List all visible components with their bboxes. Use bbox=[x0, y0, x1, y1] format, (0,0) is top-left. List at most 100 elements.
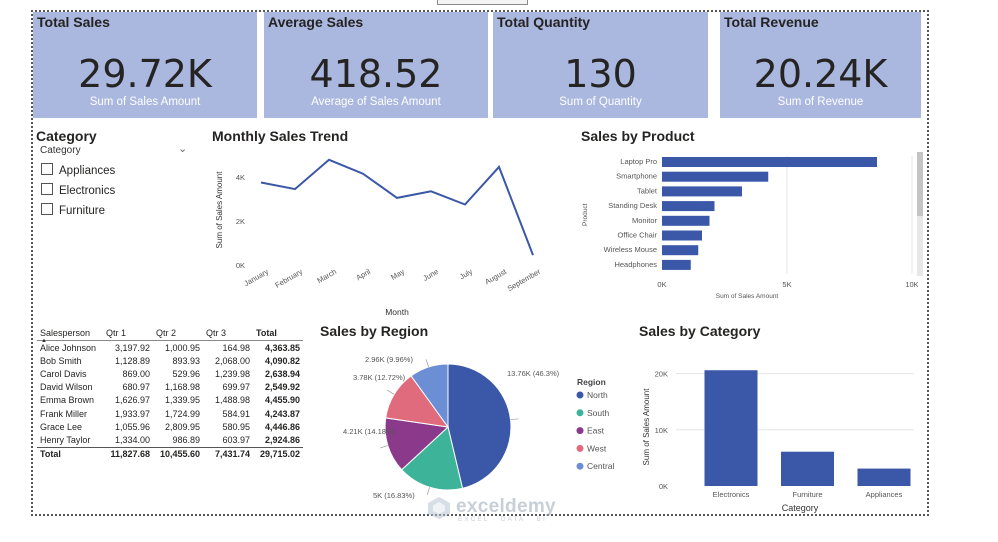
card-title: Total Quantity bbox=[497, 14, 591, 30]
pie-slice-south[interactable] bbox=[400, 426, 464, 491]
value-cell: 4,363.85 bbox=[264, 342, 300, 353]
table-row[interactable]: Alice Johnson 3,197.92 1,000.95 164.98 4,363… bbox=[37, 341, 303, 355]
window-tab-stub bbox=[437, 0, 528, 5]
table-row[interactable]: Bob Smith 1,128.89 893.93 2,068.00 4,090.82 bbox=[37, 354, 303, 367]
product-chart-title: Sales by Product bbox=[581, 128, 695, 144]
data-point[interactable] bbox=[361, 171, 366, 176]
data-point[interactable] bbox=[531, 253, 536, 258]
data-point[interactable] bbox=[463, 202, 468, 207]
legend-marker bbox=[576, 391, 584, 399]
bar[interactable] bbox=[662, 230, 702, 241]
salesperson-cell: Bob Smith bbox=[40, 355, 82, 366]
checkbox[interactable] bbox=[41, 203, 53, 215]
data-point[interactable] bbox=[293, 187, 298, 192]
slicer-item-appliances[interactable]: Appliances bbox=[41, 163, 115, 177]
y-tick-label: Tablet bbox=[637, 186, 658, 195]
bar[interactable] bbox=[781, 451, 834, 486]
x-tick-label: April bbox=[354, 267, 372, 282]
watermark-name: exceldemy bbox=[456, 496, 556, 517]
value-cell: 580.95 bbox=[222, 421, 250, 432]
sales-by-region-pie-chart[interactable]: 13.76K (46.3%) 5K (16.83%) 4.21K (14.18%) 3… bbox=[325, 345, 625, 510]
kpi-card-total-revenue[interactable]: Total Revenue 20.24K Sum of Revenue bbox=[720, 12, 921, 118]
series-line[interactable] bbox=[260, 158, 534, 256]
value-cell: 584.91 bbox=[222, 408, 250, 419]
value-cell: 2,809.95 bbox=[164, 421, 200, 432]
card-subtitle: Sum of Revenue bbox=[777, 96, 864, 108]
col-header-total[interactable]: Total bbox=[253, 325, 303, 341]
scrollbar-thumb[interactable] bbox=[917, 152, 923, 216]
x-tick-label: February bbox=[274, 267, 305, 290]
matrix-header-row: Salesperson Qtr 1 Qtr 2 Qtr 3 Total bbox=[37, 325, 303, 341]
value-cell: 4,455.90 bbox=[264, 395, 300, 406]
data-label: 3.78K (12.72%) bbox=[353, 373, 406, 382]
bar[interactable] bbox=[662, 186, 742, 197]
bar[interactable] bbox=[662, 201, 715, 212]
table-row[interactable]: David Wilson 680.97 1,168.98 699.97 2,549.92 bbox=[37, 381, 303, 394]
table-row[interactable]: Frank Miller 1,933.97 1,724.99 584.91 4,243.… bbox=[37, 407, 303, 420]
chevron-down-icon[interactable]: ⌄ bbox=[178, 143, 188, 155]
y-tick-label: Office Chair bbox=[618, 231, 658, 240]
table-row[interactable]: Emma Brown 1,626.97 1,339.95 1,488.98 4,455.… bbox=[37, 394, 303, 407]
checkbox[interactable] bbox=[41, 183, 53, 195]
legend-marker bbox=[576, 444, 584, 452]
monthly-sales-line-chart[interactable]: 0K 2K 4K Sum of Sales Amount January February… bbox=[205, 145, 550, 320]
bar[interactable] bbox=[662, 157, 877, 167]
kpi-card-total-sales[interactable]: Total Sales 29.72K Sum of Sales Amount bbox=[33, 12, 257, 118]
y-tick-label: 0K bbox=[659, 482, 668, 491]
bar[interactable] bbox=[662, 171, 769, 182]
col-header-qtr2[interactable]: Qtr 2 bbox=[153, 325, 203, 341]
y-tick-label: 4K bbox=[236, 173, 245, 182]
sales-by-category-column-chart[interactable]: 0K 10K 20K Sum of Sales Amount Electronics Fu… bbox=[636, 360, 916, 515]
slicer-item-electronics[interactable]: Electronics bbox=[41, 183, 115, 197]
table-row[interactable]: Grace Lee 1,055.96 2,809.95 580.95 4,446.86 bbox=[37, 420, 303, 433]
legend-item-south[interactable]: South bbox=[587, 408, 609, 418]
table-row[interactable]: Carol Davis 869.00 529.96 1,239.98 2,638.94 bbox=[37, 367, 303, 380]
x-tick-label: July bbox=[458, 267, 474, 282]
value-cell: 164.98 bbox=[222, 342, 250, 353]
y-tick-label: 10K bbox=[655, 426, 668, 435]
salesperson-cell: Carol Davis bbox=[40, 368, 87, 379]
pie-slice-north[interactable] bbox=[447, 363, 512, 489]
legend-item-west[interactable]: West bbox=[587, 443, 607, 453]
col-header-salesperson[interactable]: Salesperson bbox=[37, 325, 103, 341]
x-tick-label: May bbox=[389, 267, 406, 282]
y-tick-label: Smartphone bbox=[616, 172, 657, 181]
bar[interactable] bbox=[662, 215, 710, 226]
x-tick-label: 5K bbox=[782, 280, 791, 289]
x-axis-label: Month bbox=[385, 307, 409, 317]
data-point[interactable] bbox=[429, 189, 434, 194]
value-cell: 2,068.00 bbox=[214, 355, 250, 366]
data-point[interactable] bbox=[327, 157, 332, 162]
col-header-qtr3[interactable]: Qtr 3 bbox=[203, 325, 253, 341]
bar[interactable] bbox=[662, 259, 691, 270]
value-cell: 529.96 bbox=[172, 368, 200, 379]
data-point[interactable] bbox=[259, 180, 264, 185]
kpi-card-total-quantity[interactable]: Total Quantity 130 Sum of Quantity bbox=[493, 12, 708, 118]
col-header-qtr1[interactable]: Qtr 1 bbox=[103, 325, 153, 341]
legend-item-east[interactable]: East bbox=[587, 426, 605, 436]
value-cell: 1,168.98 bbox=[164, 382, 200, 393]
bar[interactable] bbox=[857, 468, 911, 486]
card-title: Average Sales bbox=[268, 14, 364, 30]
value-cell: 2,924.86 bbox=[264, 434, 300, 445]
slicer-item-furniture[interactable]: Furniture bbox=[41, 203, 105, 217]
legend-item-central[interactable]: Central bbox=[587, 461, 615, 471]
legend-marker bbox=[576, 427, 584, 435]
sales-by-product-bar-chart[interactable]: 0K 5K 10K Laptop Pro Smartphone Tablet Standin… bbox=[578, 148, 918, 303]
legend-item-north[interactable]: North bbox=[587, 390, 608, 400]
x-tick-label: 0K bbox=[657, 280, 666, 289]
bar[interactable] bbox=[704, 370, 758, 486]
y-axis-label: Sum of Sales Amount bbox=[642, 388, 651, 466]
checkbox[interactable] bbox=[41, 163, 53, 175]
data-point[interactable] bbox=[497, 164, 502, 169]
card-subtitle: Sum of Quantity bbox=[559, 96, 642, 108]
table-row[interactable]: Henry Taylor 1,334.00 986.89 603.97 2,924.86 bbox=[37, 433, 303, 447]
kpi-card-average-sales[interactable]: Average Sales 418.52 Average of Sales Am… bbox=[264, 12, 488, 118]
x-tick-label: Appliances bbox=[866, 490, 903, 499]
bar[interactable] bbox=[662, 245, 699, 256]
x-axis-label: Sum of Sales Amount bbox=[716, 293, 779, 300]
legend-title: Region bbox=[577, 377, 606, 387]
data-point[interactable] bbox=[395, 195, 400, 200]
pie-slice-east[interactable] bbox=[384, 417, 450, 471]
data-label: 4.21K (14.18%) bbox=[343, 427, 396, 436]
